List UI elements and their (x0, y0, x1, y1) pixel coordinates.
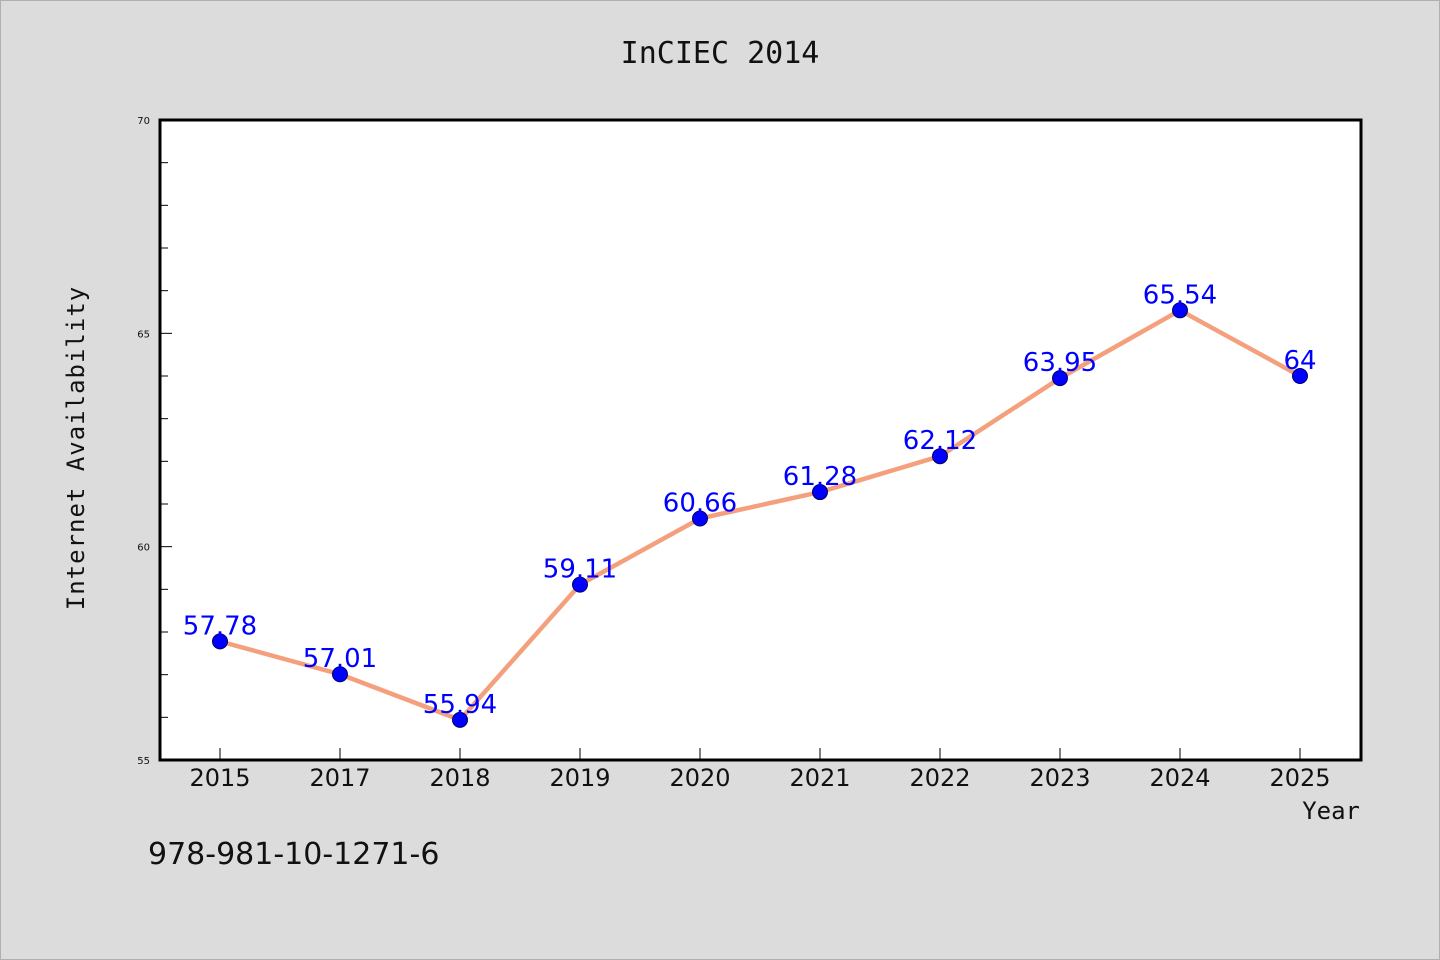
x-axis-label: Year (1302, 797, 1360, 825)
plot-area (158, 118, 1363, 762)
data-point-marker (332, 666, 348, 683)
x-axis: 2015 2017 2018 2019 2020 2021 2022 2023 2024 2025 (189, 748, 1331, 792)
y-tick-label: 55 (137, 756, 150, 767)
data-point-marker (1172, 302, 1188, 319)
data-point-marker (212, 633, 228, 650)
data-label: 59.11 (543, 555, 617, 585)
data-labels: 57.78 57.01 55.94 59.11 60.66 61.28 62.12 63.95… (183, 280, 1317, 720)
data-point-marker (452, 711, 468, 728)
chart-title: InCIEC 2014 (621, 36, 820, 71)
data-label: 64 (1283, 346, 1316, 376)
y-tick-label: 60 (137, 543, 150, 554)
x-tick-label: 2019 (549, 764, 610, 792)
data-label: 60.66 (663, 489, 737, 519)
x-tick-label: 2023 (1029, 764, 1090, 792)
y-tick-label: 70 (137, 116, 150, 127)
x-tick-label: 2018 (429, 764, 490, 792)
data-label: 63.95 (1023, 348, 1097, 378)
series-line (217, 308, 1303, 723)
y-axis-label: Internet Availability (62, 286, 90, 610)
data-label: 57.78 (183, 611, 257, 641)
data-label: 61.28 (783, 462, 857, 492)
data-point-marker (572, 576, 588, 593)
data-point-marker (1292, 368, 1308, 384)
x-tick-label: 2020 (669, 764, 730, 792)
data-point-marker (812, 484, 828, 501)
footnote-isbn: 978-981-10-1271-6 (148, 837, 439, 872)
x-tick-label: 2017 (309, 764, 370, 792)
data-point-marker (692, 510, 708, 527)
x-tick-label: 2025 (1269, 764, 1330, 792)
x-tick-label: 2024 (1149, 764, 1210, 792)
x-tick-label: 2022 (909, 764, 970, 792)
data-label: 65.54 (1143, 280, 1217, 310)
y-axis: 55 60 65 70 (137, 116, 172, 767)
data-label: 62.12 (903, 426, 977, 456)
y-tick-label: 65 (137, 329, 150, 340)
data-label: 55.94 (423, 690, 497, 720)
x-tick-label: 2015 (189, 764, 250, 792)
x-tick-label: 2021 (789, 764, 850, 792)
data-point-marker (932, 448, 948, 465)
series-markers (212, 302, 1308, 728)
data-label: 57.01 (303, 644, 377, 674)
data-point-marker (1052, 370, 1068, 387)
